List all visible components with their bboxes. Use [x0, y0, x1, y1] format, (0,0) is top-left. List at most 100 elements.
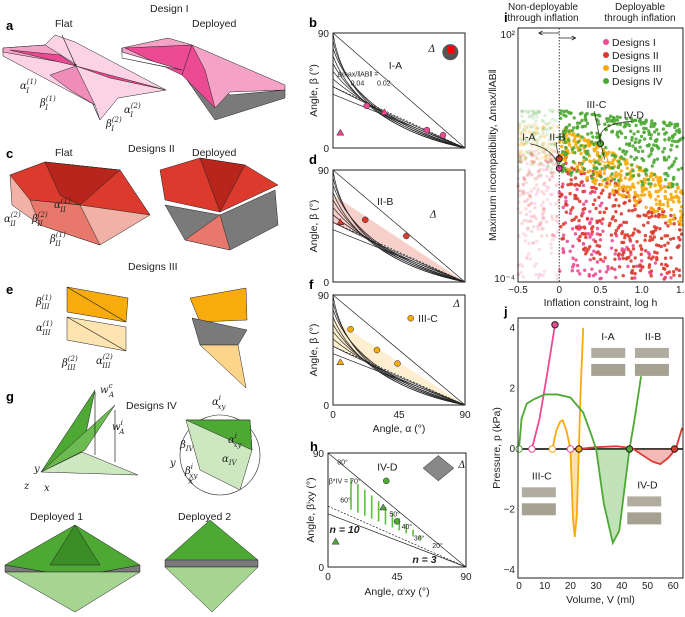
contour-value: 0.04 — [351, 80, 365, 87]
scatter-point — [623, 135, 628, 140]
scatter-point — [557, 200, 561, 204]
chart-b: b90 0 Angle, β (°) I-A Δ Δmax/‖AB‖ = 0.04 0.02 — [308, 15, 466, 155]
scatter-point — [525, 227, 530, 232]
y-tick: 90 — [318, 29, 330, 40]
scatter-point — [626, 172, 630, 176]
boundary-line — [332, 294, 466, 406]
scatter-point — [551, 123, 555, 128]
scatter-point — [649, 122, 654, 126]
scatter-point — [586, 232, 591, 236]
scatter-point — [632, 132, 636, 136]
scatter-point — [534, 109, 538, 113]
scatter-point — [652, 235, 656, 239]
scatter-point — [552, 141, 556, 145]
scatter-point — [564, 161, 568, 165]
scatter-point — [564, 145, 568, 150]
contour-line — [332, 184, 466, 283]
scatter-point — [551, 148, 555, 152]
dashed-line — [332, 346, 466, 406]
panel-label-j: j — [503, 304, 508, 319]
scatter-point — [586, 132, 590, 136]
scatter-point — [654, 175, 658, 179]
scatter-point — [623, 121, 627, 125]
scatter-point — [678, 209, 683, 213]
scatter-point — [598, 238, 603, 242]
scatter-point — [643, 181, 647, 185]
flat-label: Flat — [55, 18, 73, 30]
scatter-point — [549, 166, 554, 171]
scatter-point — [663, 256, 668, 260]
scatter-point — [575, 169, 579, 174]
scatter-point — [544, 156, 548, 160]
scatter-point — [616, 253, 621, 258]
scatter-point — [659, 262, 664, 266]
panel-label-b: b — [309, 15, 317, 30]
scatter-point — [560, 237, 564, 241]
scatter-point — [527, 203, 532, 207]
scatter-point — [533, 201, 537, 206]
scatter-point — [621, 256, 626, 261]
legend-entry: Designs I — [612, 37, 656, 49]
scatter-point — [534, 141, 538, 146]
state-marker — [548, 445, 557, 453]
inset-photo — [634, 347, 669, 358]
scatter-point — [536, 131, 541, 135]
scatter-point — [534, 123, 538, 127]
scatter-point — [522, 119, 527, 123]
design-ii-flat-shape — [9, 161, 151, 246]
scatter-point — [529, 125, 533, 129]
scatter-point — [539, 162, 543, 166]
scatter-point — [567, 129, 571, 134]
scatter-point — [532, 149, 537, 154]
scatter-point — [642, 130, 646, 134]
scatter-point — [613, 218, 618, 223]
plot-frame — [327, 452, 467, 568]
scatter-point — [526, 191, 530, 195]
inset-photo — [627, 512, 662, 525]
scatter-point — [639, 134, 644, 139]
scatter-point — [534, 262, 539, 266]
scatter-point — [549, 142, 553, 146]
panel-label-g: g — [6, 389, 14, 404]
scatter-point — [546, 144, 550, 149]
contour-line — [332, 302, 466, 406]
scatter-point — [552, 134, 556, 138]
scatter-point — [535, 156, 539, 161]
scatter-point — [666, 197, 670, 202]
scatter-point — [519, 134, 524, 138]
scatter-point — [536, 187, 540, 191]
scatter-point — [619, 212, 624, 216]
scatter-point — [549, 242, 553, 246]
scatter-point — [524, 139, 529, 143]
scatter-point — [526, 173, 531, 177]
scatter-point — [529, 219, 534, 223]
panel-label-f: f — [309, 277, 314, 292]
math-label: wi A — [112, 419, 124, 436]
scatter-point — [543, 159, 548, 163]
y-tick: 90 — [318, 166, 330, 177]
scatter-point — [527, 109, 531, 114]
math-label: βIV — [179, 440, 195, 453]
scatter-point — [623, 233, 627, 237]
scatter-point — [527, 241, 531, 246]
scatter-point — [562, 157, 566, 161]
scatter-point — [574, 143, 578, 147]
scatter-point — [552, 143, 557, 147]
scatter-point — [647, 154, 651, 158]
scatter-point — [609, 179, 613, 183]
design-iv-deployed-1-shape — [4, 524, 141, 613]
deployed-2-label: Deployed 2 — [178, 511, 231, 523]
scatter-point — [633, 118, 637, 123]
scatter-point — [579, 180, 584, 185]
leader-line — [530, 143, 560, 169]
scatter-point — [624, 189, 629, 193]
scatter-point — [632, 198, 637, 203]
scatter-point — [672, 160, 677, 164]
leader-line — [594, 111, 605, 160]
scatter-point — [678, 137, 683, 141]
scatter-point — [658, 179, 662, 184]
scatter-point — [531, 241, 536, 245]
scatter-point — [535, 239, 539, 244]
scatter-point — [589, 131, 594, 135]
scatter-point — [649, 152, 653, 156]
